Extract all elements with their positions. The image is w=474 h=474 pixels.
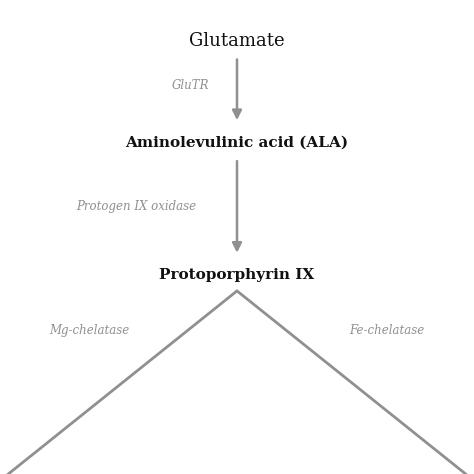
Text: GluTR: GluTR (171, 79, 209, 92)
Text: Aminolevulinic acid (ALA): Aminolevulinic acid (ALA) (126, 136, 348, 150)
Text: Protoporphyrin IX: Protoporphyrin IX (159, 268, 315, 283)
Text: Protogen IX oxidase: Protogen IX oxidase (76, 201, 196, 213)
Text: Mg-chelatase: Mg-chelatase (49, 324, 129, 337)
Text: Glutamate: Glutamate (189, 32, 285, 50)
Text: Fe-chelatase: Fe-chelatase (349, 324, 425, 337)
